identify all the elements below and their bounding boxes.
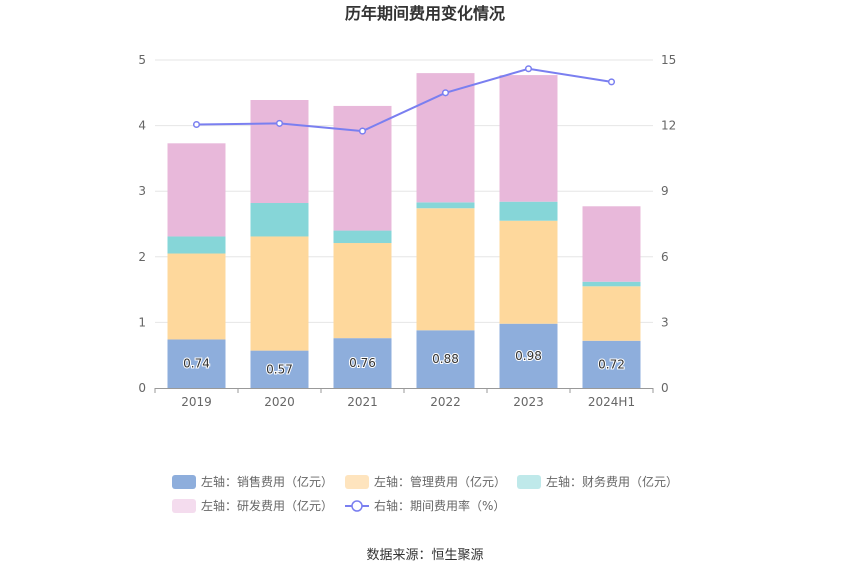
legend-swatch (172, 475, 196, 489)
bar-segment-3 (582, 206, 641, 282)
bar-data-label: 0.76 (349, 356, 376, 370)
bar-segment-1 (416, 208, 475, 331)
bar-data-label: 0.72 (598, 357, 625, 371)
bar-segment-2 (499, 201, 558, 221)
y-right-tick-label: 12 (661, 119, 676, 133)
legend-swatch (172, 499, 196, 513)
legend-label: 右轴：期间费用率（%） (374, 498, 505, 513)
bars (167, 73, 641, 388)
legend-label: 左轴：管理费用（亿元） (374, 474, 506, 489)
rate-line-point (607, 78, 616, 86)
y-left-tick-label: 3 (138, 184, 146, 198)
x-tick-label: 2022 (430, 395, 461, 409)
bar-segment-1 (167, 253, 226, 340)
y-left-tick-label: 4 (138, 119, 146, 133)
chart-title: 历年期间费用变化情况 (345, 4, 505, 23)
bar-data-label: 0.88 (432, 352, 459, 366)
legend-swatch (345, 475, 369, 489)
x-tick-label: 2021 (347, 395, 378, 409)
legend-swatch (517, 475, 541, 489)
bar-segment-1 (250, 236, 309, 351)
y-right-tick-label: 9 (661, 184, 669, 198)
bar-segment-3 (250, 100, 309, 204)
bar-segment-0 (250, 350, 309, 388)
bar-segment-0 (167, 339, 226, 388)
x-tick-label: 2023 (513, 395, 544, 409)
y-left-tick-label: 5 (138, 53, 146, 67)
bar-segment-2 (582, 281, 641, 287)
data-source: 数据来源：恒生聚源 (366, 548, 483, 563)
bar-segment-0 (499, 323, 558, 388)
legend: 左轴：销售费用（亿元） 左轴：管理费用（亿元） 左轴：财务费用（亿元） 左轴：研发费用… (172, 474, 678, 513)
bar-segment-1 (333, 243, 392, 339)
bar-data-label: 0.98 (515, 349, 542, 363)
x-tick-label: 2020 (264, 395, 295, 409)
y-left-tick-label: 1 (138, 315, 146, 329)
y-left-tick-label: 0 (138, 381, 146, 395)
legend-line-marker (351, 500, 363, 512)
bar-segment-2 (416, 202, 475, 209)
bar-segment-3 (167, 143, 226, 237)
bar-data-label: 0.57 (266, 362, 293, 376)
bar-segment-3 (333, 105, 392, 231)
rate-line-point (358, 127, 367, 135)
y-left-tick-label: 2 (138, 250, 146, 264)
x-tick-label: 2019 (181, 395, 212, 409)
legend-label: 左轴：销售费用（亿元） (201, 474, 333, 489)
bar-segment-2 (167, 236, 226, 254)
rate-line-point (275, 119, 284, 127)
bar-segment-3 (499, 75, 558, 202)
bar-segment-1 (582, 286, 641, 341)
x-tick-label: 2024H1 (588, 395, 635, 409)
rate-line-point (441, 89, 450, 97)
rate-line (192, 65, 616, 135)
y-right-tick-label: 0 (661, 381, 669, 395)
y-right-tick-label: 15 (661, 53, 676, 67)
bar-segment-1 (499, 220, 558, 324)
grid-lines (155, 59, 653, 323)
rate-line-point (192, 120, 201, 129)
legend-label: 左轴：财务费用（亿元） (546, 474, 678, 489)
data-labels: 0.74 0.57 0.76 0.88 0.98 0.72 (182, 348, 626, 377)
bar-segment-0 (333, 338, 392, 388)
bar-segment-0 (582, 340, 641, 388)
bar-segment-2 (333, 230, 392, 244)
rate-line-point (524, 65, 533, 73)
y-right-tick-label: 3 (661, 315, 669, 329)
y-right-tick-label: 6 (661, 250, 669, 264)
legend-label: 左轴：研发费用（亿元） (201, 498, 333, 513)
bar-segment-2 (250, 203, 309, 237)
bar-segment-0 (416, 330, 475, 388)
rate-line-path (196, 67, 612, 133)
bar-data-label: 0.74 (183, 357, 210, 371)
